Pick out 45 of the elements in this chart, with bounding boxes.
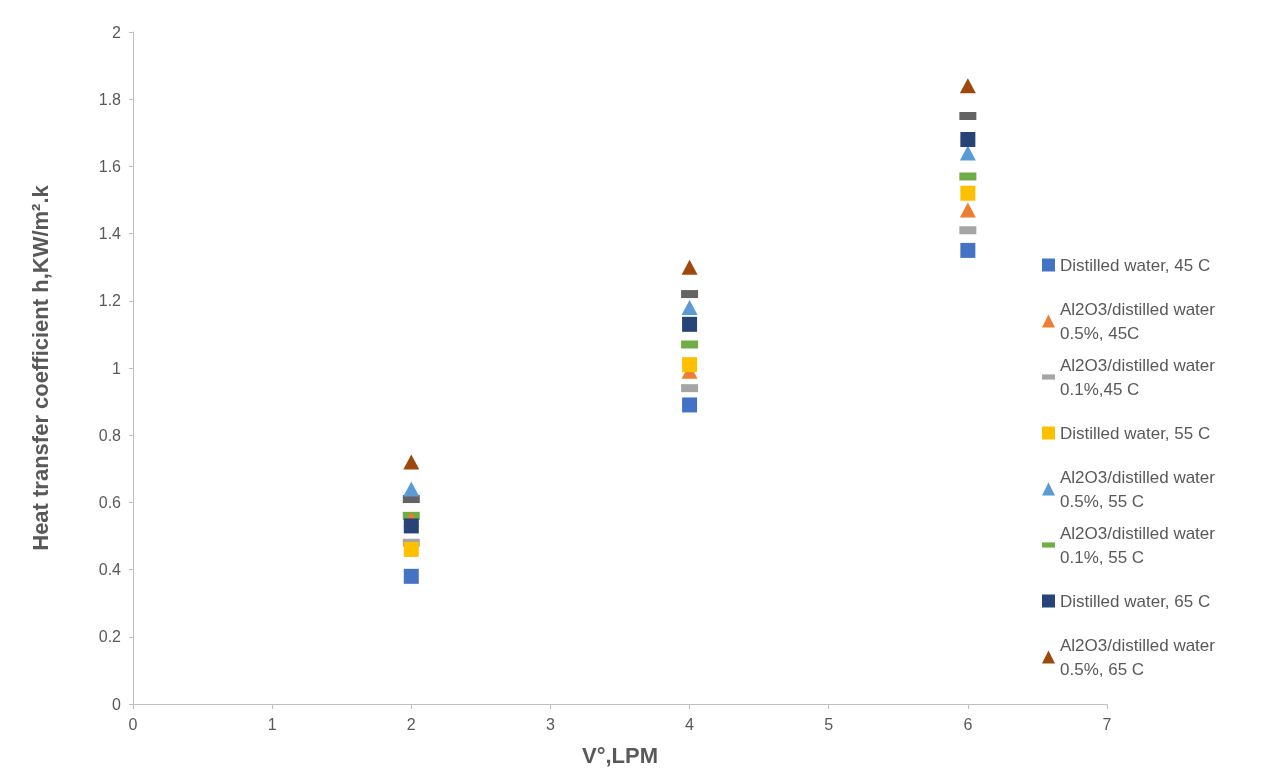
- y-axis-title: Heat transfer coefficient h,KW/m².k: [27, 184, 53, 551]
- legend-label: Al2O3/distilled water 0.5%, 55 C: [1060, 467, 1220, 511]
- legend-label: Al2O3/distilled water 0.1%, 55 C: [1060, 523, 1220, 567]
- point: [959, 145, 976, 161]
- point: [959, 78, 976, 94]
- legend-label: Distilled water, 55 C: [1060, 423, 1211, 443]
- y-tick-label: 1.2: [98, 292, 122, 310]
- point: [960, 242, 976, 258]
- x-tick-label: 3: [545, 715, 555, 733]
- y-tick-label: 0: [112, 695, 122, 713]
- point: [960, 185, 976, 201]
- x-axis-title: V°,LPM: [581, 742, 659, 768]
- x-tick-label: 4: [685, 715, 695, 733]
- point: [960, 132, 976, 148]
- point: [403, 518, 419, 534]
- y-tick-label: 0.2: [98, 628, 122, 646]
- legend-label: Al2O3/distilled water 0.5%, 65 C: [1060, 635, 1220, 679]
- y-tick-label: 1.8: [98, 90, 122, 108]
- x-tick-label: 5: [824, 715, 834, 733]
- point: [403, 454, 420, 470]
- y-tick-label: 2: [112, 23, 122, 41]
- point: [682, 357, 698, 373]
- point: [403, 568, 419, 584]
- y-tick-label: 1.6: [98, 157, 122, 175]
- y-tick-label: 0.4: [98, 561, 122, 579]
- point: [681, 300, 698, 316]
- y-tick-label: 0.6: [98, 493, 122, 511]
- point: [959, 202, 976, 218]
- x-tick-label: 1: [267, 715, 277, 733]
- point: [403, 541, 419, 557]
- x-tick-label: 7: [1102, 715, 1112, 733]
- y-tick-label: 1: [112, 359, 122, 377]
- x-tick-label: 2: [406, 715, 416, 733]
- x-tick-label: 0: [128, 715, 138, 733]
- point: [403, 481, 420, 497]
- point: [681, 259, 698, 275]
- y-tick-label: 1.4: [98, 225, 122, 243]
- x-tick-label: 6: [963, 715, 973, 733]
- legend-label: Distilled water, 65 C: [1060, 591, 1211, 611]
- legend-label: Distilled water, 45 C: [1060, 255, 1211, 275]
- point: [682, 397, 698, 413]
- legend-label: Al2O3/distilled water 0.1%,45 C: [1060, 355, 1220, 399]
- legend-label: Al2O3/distilled water 0.5%, 45C: [1060, 299, 1220, 343]
- point: [682, 316, 698, 332]
- y-tick-label: 0.8: [98, 426, 122, 444]
